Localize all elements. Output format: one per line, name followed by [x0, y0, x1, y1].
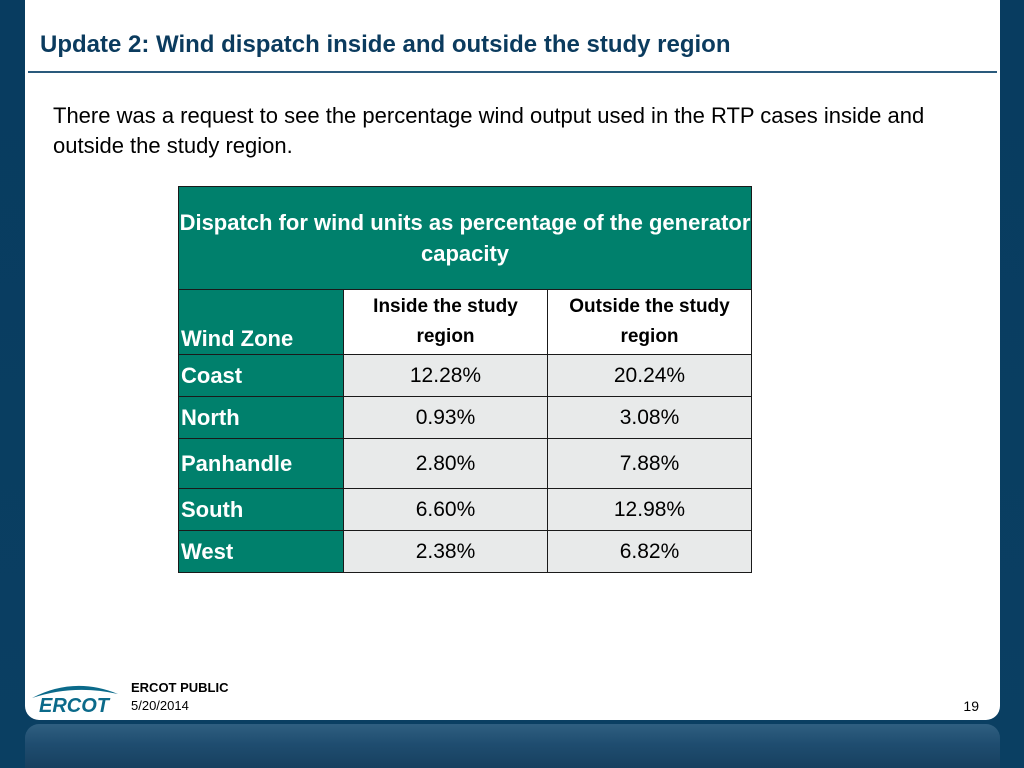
outside-value: 12.98% [547, 488, 752, 531]
logo-wordmark: ERCOT [39, 695, 111, 717]
classification-label: ERCOT PUBLIC [131, 680, 229, 695]
outside-value: 6.82% [547, 530, 752, 573]
zone-name: North [178, 396, 344, 439]
page-number: 19 [963, 698, 979, 714]
outside-value: 20.24% [547, 354, 752, 397]
zone-name: Panhandle [178, 438, 344, 489]
table-row: Coast 12.28% 20.24% [178, 354, 752, 397]
table-row: North 0.93% 3.08% [178, 396, 752, 439]
logo-swoosh [32, 685, 118, 698]
table-header-row: Wind Zone Inside the study region Outsid… [178, 289, 752, 355]
table-row: West 2.38% 6.82% [178, 530, 752, 573]
inside-value: 12.28% [343, 354, 548, 397]
table-caption-row: Dispatch for wind units as percentage of… [178, 186, 752, 290]
inside-value: 2.80% [343, 438, 548, 489]
outside-value: 7.88% [547, 438, 752, 489]
zone-name: West [178, 530, 344, 573]
intro-text: There was a request to see the percentag… [53, 103, 925, 158]
bottom-bar [25, 724, 1000, 768]
footer-date: 5/20/2014 [131, 698, 189, 713]
title-divider [28, 71, 997, 73]
slide-title: Update 2: Wind dispatch inside and outsi… [40, 31, 731, 58]
outside-region-header: Outside the study region [547, 289, 752, 355]
inside-value: 0.93% [343, 396, 548, 439]
outside-value: 3.08% [547, 396, 752, 439]
wind-zone-header: Wind Zone [178, 289, 344, 355]
table-caption: Dispatch for wind units as percentage of… [178, 186, 752, 290]
inside-value: 6.60% [343, 488, 548, 531]
zone-name: South [178, 488, 344, 531]
inside-region-header: Inside the study region [343, 289, 548, 355]
wind-dispatch-table: Dispatch for wind units as percentage of… [178, 186, 752, 573]
inside-value: 2.38% [343, 530, 548, 573]
table-row: Panhandle 2.80% 7.88% [178, 438, 752, 489]
table-row: South 6.60% 12.98% [178, 488, 752, 531]
ercot-logo: ERCOT [32, 685, 118, 717]
zone-name: Coast [178, 354, 344, 397]
